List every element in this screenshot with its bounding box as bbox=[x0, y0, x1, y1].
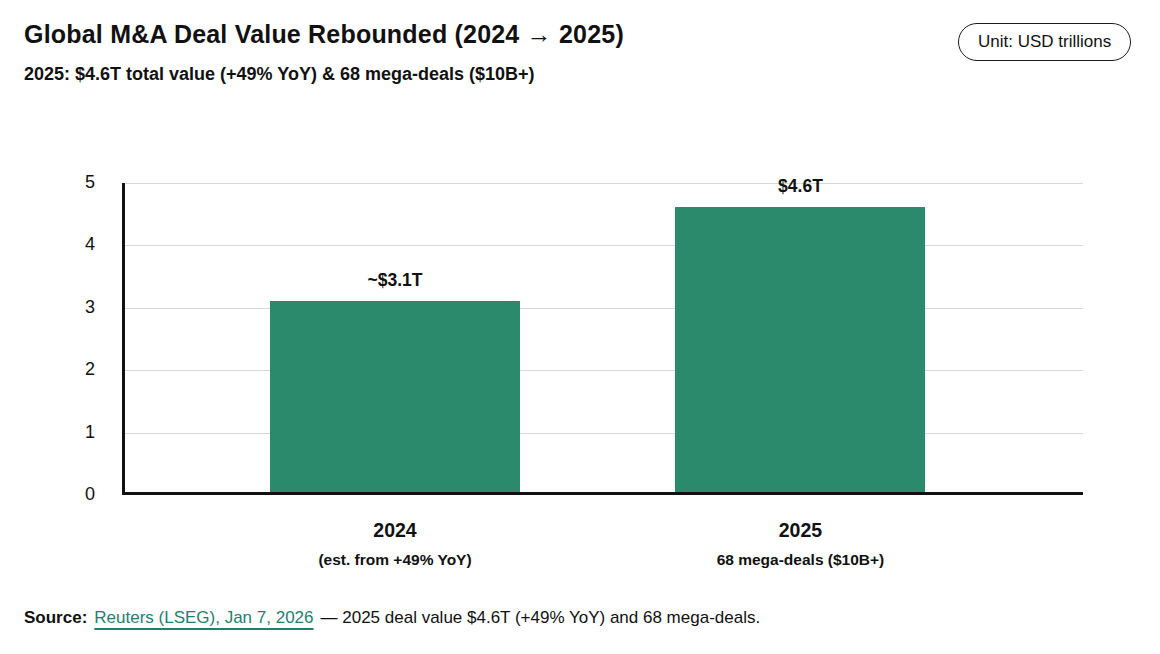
ma-deal-value-chart-page: Global M&A Deal Value Rebounded (2024 → … bbox=[0, 0, 1160, 654]
source-line: Source: Reuters (LSEG), Jan 7, 2026 — 20… bbox=[24, 608, 760, 628]
y-tick-label: 0 bbox=[55, 484, 95, 505]
bar-value-label: $4.6T bbox=[778, 176, 823, 197]
source-label: Source: bbox=[24, 608, 87, 628]
page-title: Global M&A Deal Value Rebounded (2024 → … bbox=[24, 20, 624, 49]
y-tick-label: 4 bbox=[55, 234, 95, 255]
x-axis-sublabel-2025: 68 mega-deals ($10B+) bbox=[717, 551, 885, 569]
x-axis-label-2024: 2024 bbox=[373, 519, 416, 542]
y-axis-line bbox=[122, 183, 125, 495]
y-tick-label: 5 bbox=[55, 172, 95, 193]
plot-area: ~$3.1T$4.6T bbox=[122, 183, 1083, 495]
bar-value-label: ~$3.1T bbox=[368, 270, 423, 291]
gridline-y1 bbox=[122, 433, 1083, 434]
y-tick-label: 3 bbox=[55, 297, 95, 318]
unit-badge: Unit: USD trillions bbox=[958, 23, 1131, 61]
x-axis-line bbox=[122, 492, 1083, 495]
x-axis-sublabel-2024: (est. from +49% YoY) bbox=[318, 551, 471, 569]
gridline-y5 bbox=[122, 183, 1083, 184]
gridline-y2 bbox=[122, 370, 1083, 371]
gridline-y3 bbox=[122, 308, 1083, 309]
x-axis-label-2025: 2025 bbox=[779, 519, 822, 542]
bar-2024[interactable] bbox=[270, 301, 520, 494]
bar-2025[interactable] bbox=[675, 207, 925, 494]
y-tick-label: 2 bbox=[55, 359, 95, 380]
source-text: — 2025 deal value $4.6T (+49% YoY) and 6… bbox=[321, 608, 761, 628]
gridline-y4 bbox=[122, 245, 1083, 246]
y-tick-label: 1 bbox=[55, 422, 95, 443]
source-link[interactable]: Reuters (LSEG), Jan 7, 2026 bbox=[94, 608, 313, 628]
page-subtitle: 2025: $4.6T total value (+49% YoY) & 68 … bbox=[24, 64, 535, 85]
